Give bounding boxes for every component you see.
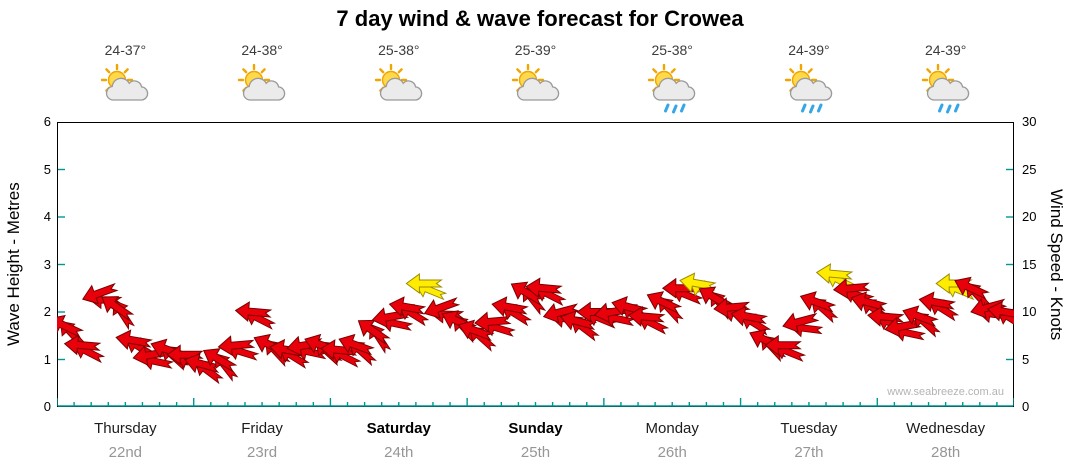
right-axis-tick-label: 10: [1022, 304, 1037, 319]
left-axis-tick-label: 4: [43, 209, 51, 224]
day-date: 26th: [657, 444, 687, 461]
left-axis-tick-label: 2: [43, 304, 51, 319]
left-axis-tick-label: 5: [43, 161, 51, 177]
right-axis-tick-label: 25: [1022, 161, 1037, 177]
weather-icon-partly-cloudy: [372, 63, 426, 116]
day-name: Wednesday: [906, 420, 986, 437]
weather-icon-partly-cloudy-rain: [645, 63, 699, 116]
day-name: Friday: [241, 420, 283, 437]
axis-ticks: [56, 168, 1015, 407]
day-date: 23rd: [247, 444, 278, 461]
chart-title: 7 day wind & wave forecast for Crowea: [336, 6, 744, 31]
weather-icon-partly-cloudy: [235, 63, 289, 116]
day-date: 25th: [520, 444, 551, 461]
day-date: 27th: [794, 444, 824, 461]
day-temperature: 24-39°: [924, 42, 967, 58]
weather-icon-partly-cloudy: [509, 63, 563, 116]
cloud-icon: [242, 77, 286, 101]
right-axis-tick-label: 20: [1022, 209, 1037, 224]
rain-drops-icon: [800, 103, 823, 114]
cloud-icon: [926, 77, 969, 101]
cloud-icon: [516, 77, 559, 101]
right-axis-tick-label: 5: [1022, 351, 1030, 367]
rain-drops-icon: [937, 103, 960, 114]
day-name: Thursday: [94, 420, 157, 437]
weather-icon-partly-cloudy-rain: [919, 63, 973, 116]
rain-drops-icon: [664, 103, 686, 114]
day-temperature: 24-39°: [788, 42, 830, 58]
day-temperature: 24-38°: [241, 42, 283, 58]
left-axis-tick-label: 1: [43, 351, 51, 367]
day-name: Monday: [645, 420, 699, 437]
weather-icon-partly-cloudy: [98, 63, 152, 116]
day-name: Tuesday: [780, 420, 838, 437]
day-name: Saturday: [366, 420, 431, 437]
right-axis-label: Wind Speed - Knots: [1047, 188, 1066, 341]
cloud-icon: [106, 77, 149, 101]
day-date: 24th: [384, 444, 414, 461]
left-axis-tick-label: 3: [43, 256, 51, 272]
day-date: 28th: [931, 444, 961, 461]
day-temperature: 25-39°: [514, 42, 557, 58]
watermark: www.seabreeze.com.au: [887, 386, 1004, 398]
cloud-icon: [379, 77, 422, 101]
left-axis-tick-label: 6: [43, 114, 51, 129]
plot-area-wrap: [48, 122, 1028, 412]
right-axis-tick-label: 15: [1022, 256, 1037, 272]
day-date: 22nd: [108, 444, 143, 461]
cloud-icon: [789, 77, 833, 101]
right-axis-tick-label: 30: [1022, 114, 1037, 129]
day-name: Sunday: [508, 420, 563, 437]
day-temperature: 25-38°: [378, 42, 420, 58]
right-axis-tick-label: 0: [1022, 399, 1030, 414]
wind-arrows: [48, 263, 1028, 385]
plot-area: [48, 122, 1028, 407]
weather-icon-partly-cloudy-rain: [782, 63, 836, 116]
day-temperature: 25-38°: [651, 42, 693, 58]
day-temperature: 24-37°: [104, 42, 147, 58]
cloud-icon: [653, 77, 696, 101]
left-axis-tick-label: 0: [43, 399, 51, 414]
